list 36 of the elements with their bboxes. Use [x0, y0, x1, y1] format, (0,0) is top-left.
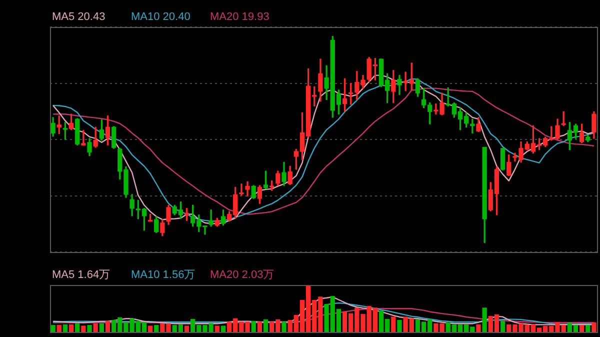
- bar: [184, 326, 190, 332]
- bar: [154, 324, 159, 332]
- bar: [391, 316, 396, 332]
- bar: [282, 322, 286, 332]
- text: MA5 1.64万: [52, 269, 112, 282]
- candlestick: [81, 130, 86, 146]
- bar: [93, 323, 98, 332]
- text: MA20 2.03万: [210, 269, 276, 282]
- bar: [482, 308, 487, 332]
- bar: [148, 326, 153, 332]
- bar: [62, 324, 68, 332]
- bar: [476, 324, 481, 332]
- bar: [99, 323, 104, 332]
- candlestick: [561, 111, 566, 126]
- bar: [263, 319, 268, 332]
- bar: [75, 323, 80, 332]
- bar: [257, 322, 262, 332]
- text: MA10 20.40: [131, 11, 192, 24]
- candlestick: [239, 184, 244, 196]
- text: MA10 1.56万: [131, 269, 196, 282]
- bar: [81, 326, 86, 332]
- bar: [500, 320, 506, 332]
- bar: [397, 320, 402, 332]
- bar: [214, 326, 220, 332]
- bar: [586, 324, 590, 332]
- bar: [251, 320, 256, 332]
- bar: [68, 324, 74, 332]
- bar: [579, 324, 584, 332]
- bar: [50, 324, 56, 332]
- text: MA20 19.93: [210, 11, 270, 24]
- bar: [87, 324, 92, 332]
- bar: [592, 322, 596, 332]
- bar: [220, 326, 226, 332]
- bar: [56, 324, 62, 332]
- text: MA5 20.43: [52, 11, 106, 24]
- bar: [105, 320, 110, 332]
